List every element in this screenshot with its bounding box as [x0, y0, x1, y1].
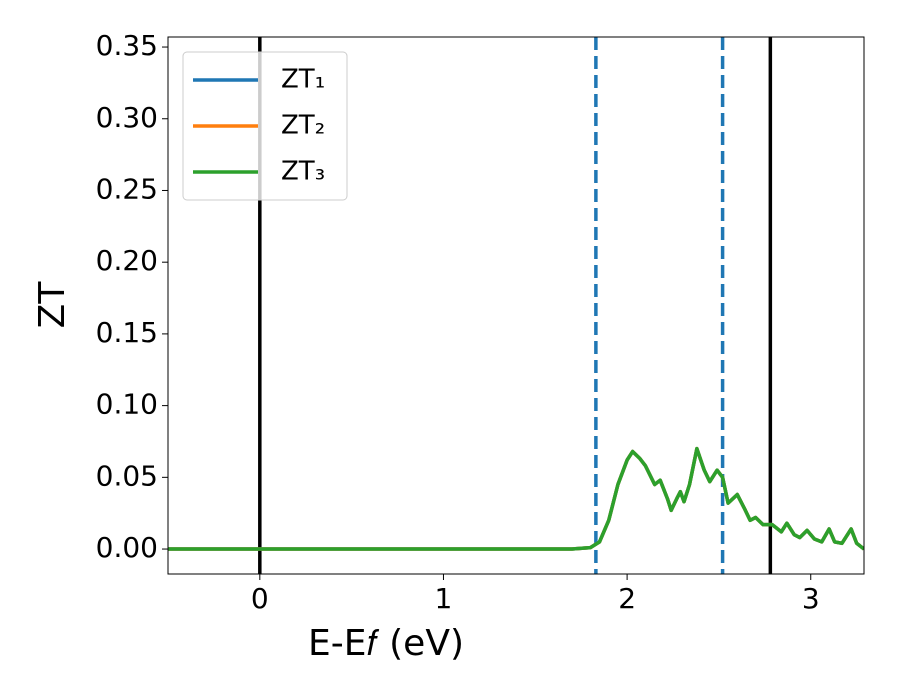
legend-label: ZT₂ — [281, 111, 325, 141]
series-line — [168, 446, 864, 551]
x-tick-label: 1 — [435, 582, 453, 615]
y-tick-label: 0.30 — [96, 101, 158, 134]
y-tick-label: 0.10 — [96, 388, 158, 421]
y-tick-label: 0.15 — [96, 316, 158, 349]
legend-label: ZT₁ — [281, 65, 325, 95]
x-tick-label: 2 — [618, 582, 636, 615]
legend-box — [182, 51, 348, 201]
y-axis-label: ZT — [32, 281, 73, 329]
y-tick-label: 0.00 — [96, 531, 158, 564]
y-tick-label: 0.35 — [96, 29, 158, 62]
x-axis-label: E-E𝑓 (eV) — [308, 623, 464, 664]
series-line — [168, 446, 864, 551]
plot — [168, 37, 864, 574]
y-tick-label: 0.05 — [96, 459, 158, 492]
y-tick-label: 0.20 — [96, 244, 158, 277]
legend-label: ZT₃ — [281, 157, 325, 187]
y-tick-label: 0.25 — [96, 172, 158, 205]
plot-frame — [167, 36, 865, 575]
series-line — [168, 446, 864, 551]
x-tick-label: 0 — [251, 582, 269, 615]
x-tick-label: 3 — [802, 582, 820, 615]
